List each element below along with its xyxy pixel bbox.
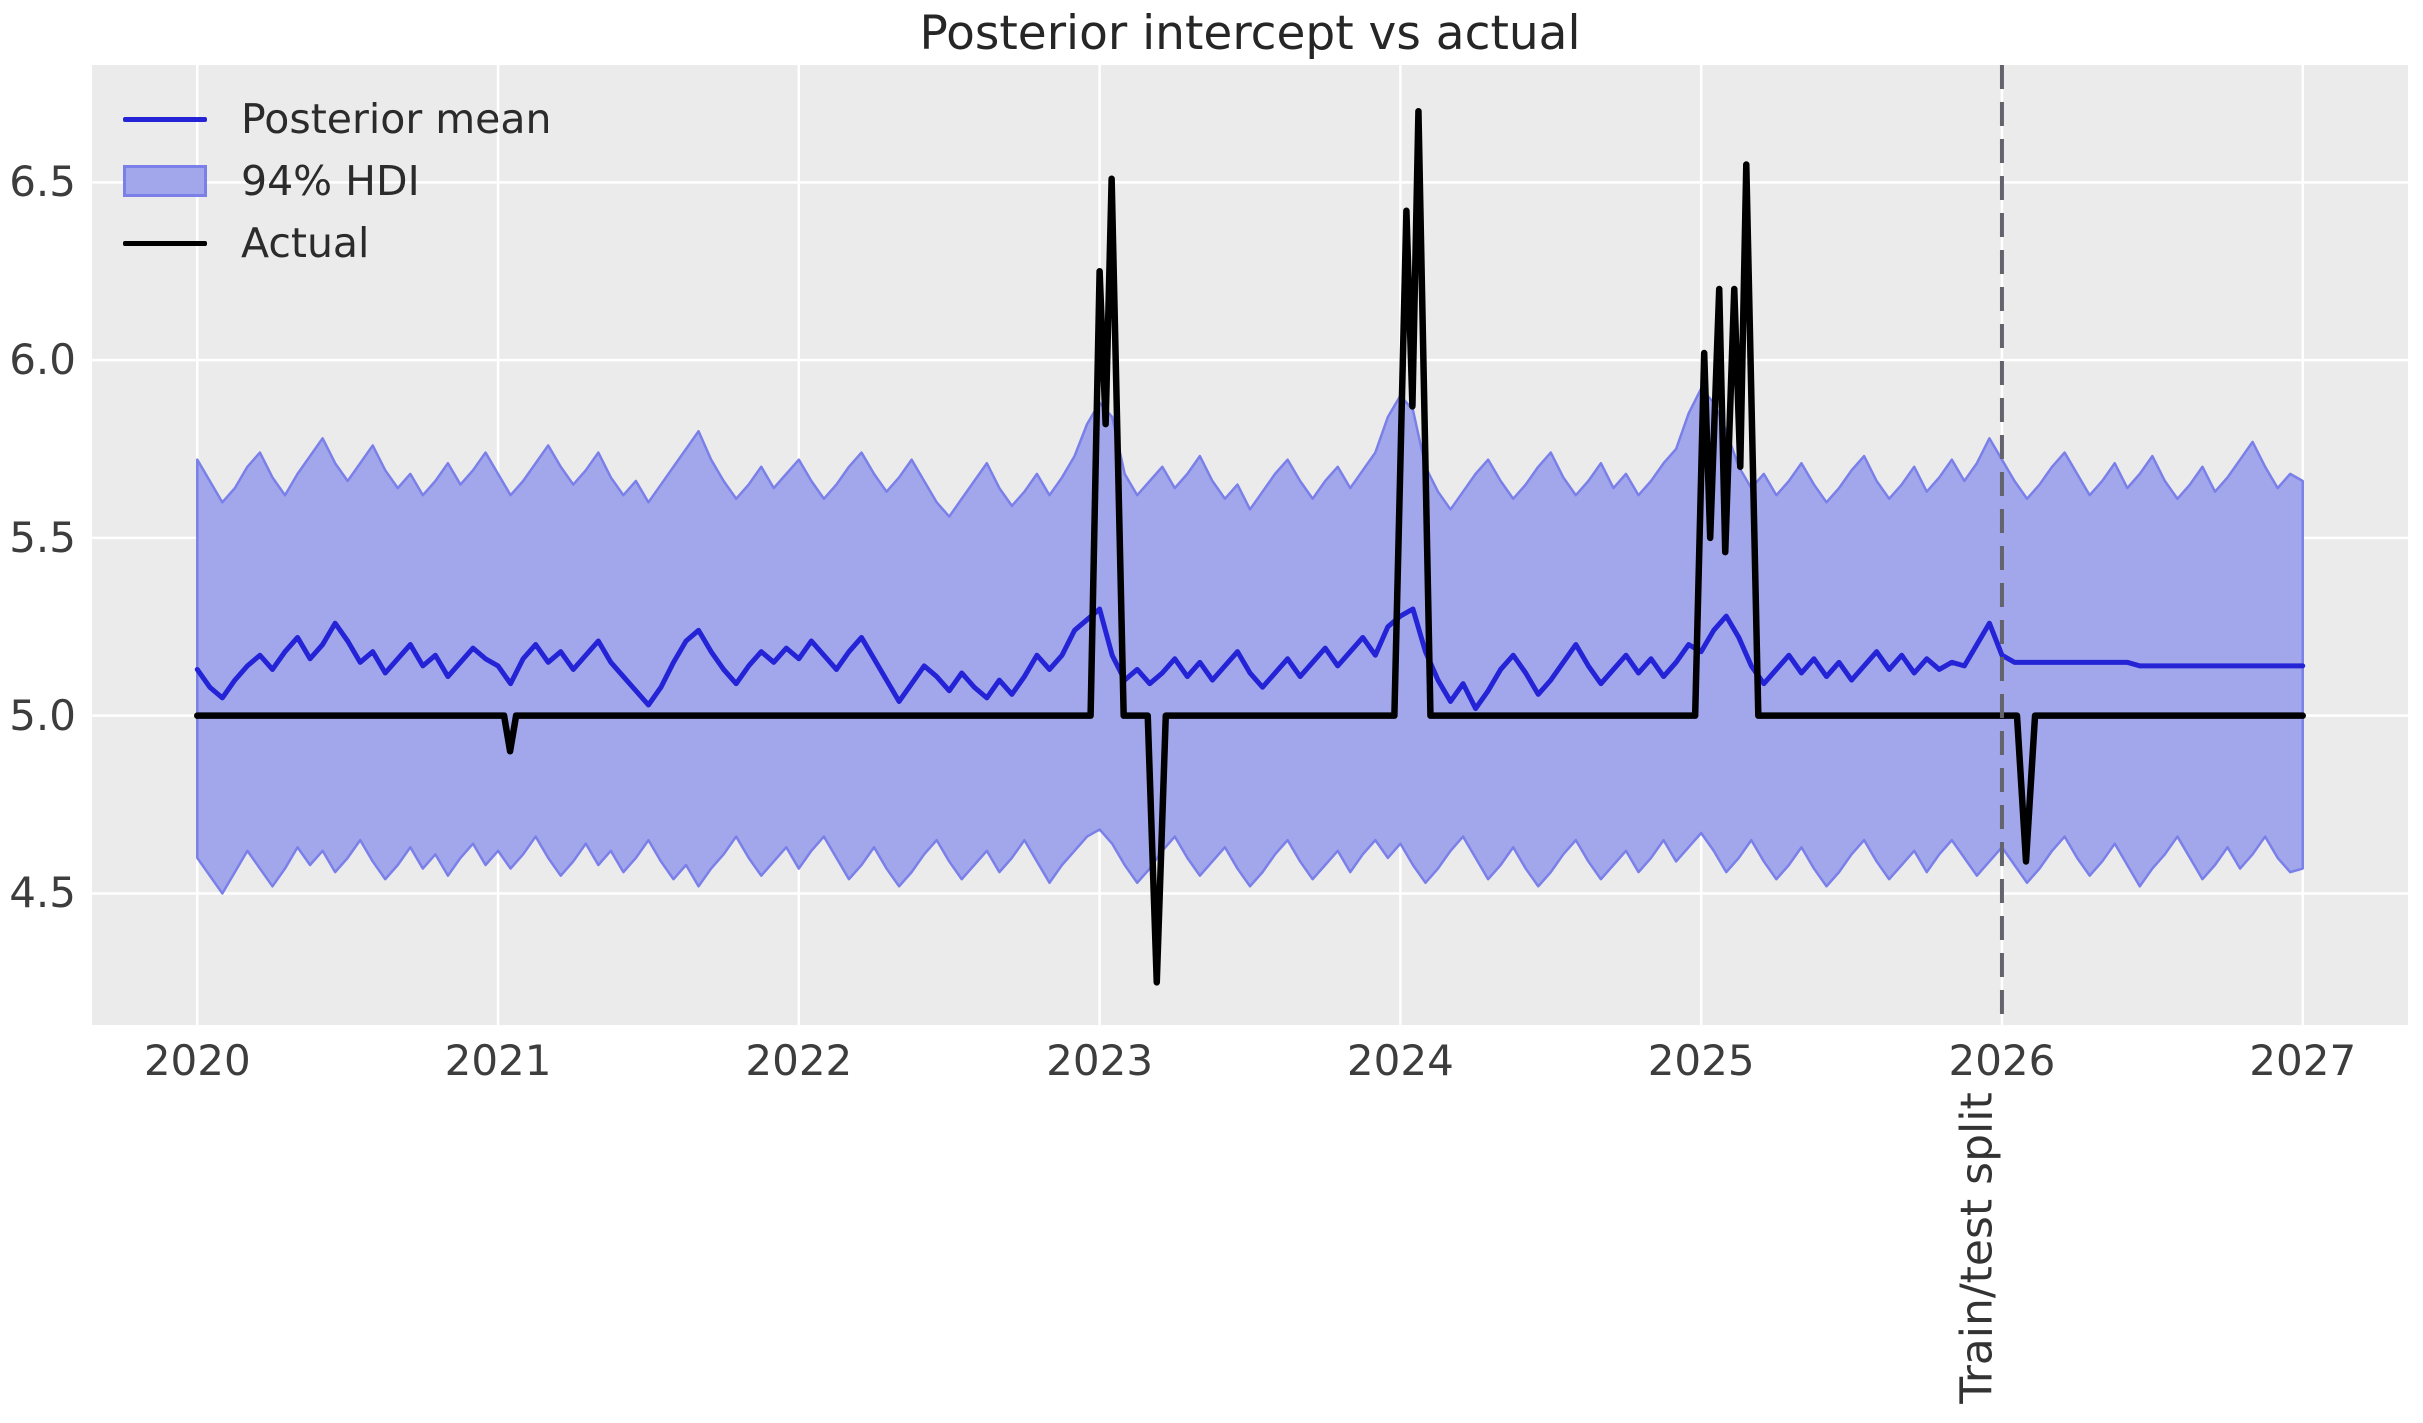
- actual-line-swatch: [123, 240, 207, 246]
- posterior-mean-line: [194, 606, 2306, 712]
- legend-item-actual: Actual: [123, 220, 552, 266]
- y-tick-label: 6.5: [9, 157, 76, 207]
- posterior-mean-line-swatch: [123, 116, 207, 122]
- legend-item-posterior-mean: Posterior mean: [123, 96, 552, 142]
- hdi-patch-swatch: [123, 165, 207, 197]
- y-tick-label: 6.0: [9, 335, 76, 385]
- legend-label: Actual: [241, 218, 370, 267]
- actual-line: [194, 107, 2306, 986]
- x-tick-label: 2023: [1046, 1036, 1154, 1085]
- legend: Posterior mean 94% HDI Actual: [123, 96, 552, 266]
- x-tick-label: 2024: [1346, 1036, 1454, 1085]
- y-tick-label: 5.0: [9, 690, 76, 740]
- legend-label: Posterior mean: [241, 94, 552, 143]
- x-tick-label: 2022: [745, 1036, 853, 1085]
- chart-title: Posterior intercept vs actual: [919, 6, 1581, 61]
- x-tick-label: 2027: [2249, 1036, 2357, 1085]
- legend-label: 94% HDI: [241, 156, 420, 205]
- y-tick-label: 5.5: [9, 512, 76, 562]
- hdi-band: [196, 387, 2304, 895]
- x-tick-label: 2021: [444, 1036, 552, 1085]
- x-tick-label: 2026: [1948, 1036, 2056, 1085]
- x-tick-label: 2025: [1647, 1036, 1755, 1085]
- train-test-split-label: Train/test split: [1951, 1092, 2003, 1404]
- x-tick-label: 2020: [143, 1036, 251, 1085]
- y-tick-label: 4.5: [9, 868, 76, 918]
- legend-item-hdi: 94% HDI: [123, 158, 552, 204]
